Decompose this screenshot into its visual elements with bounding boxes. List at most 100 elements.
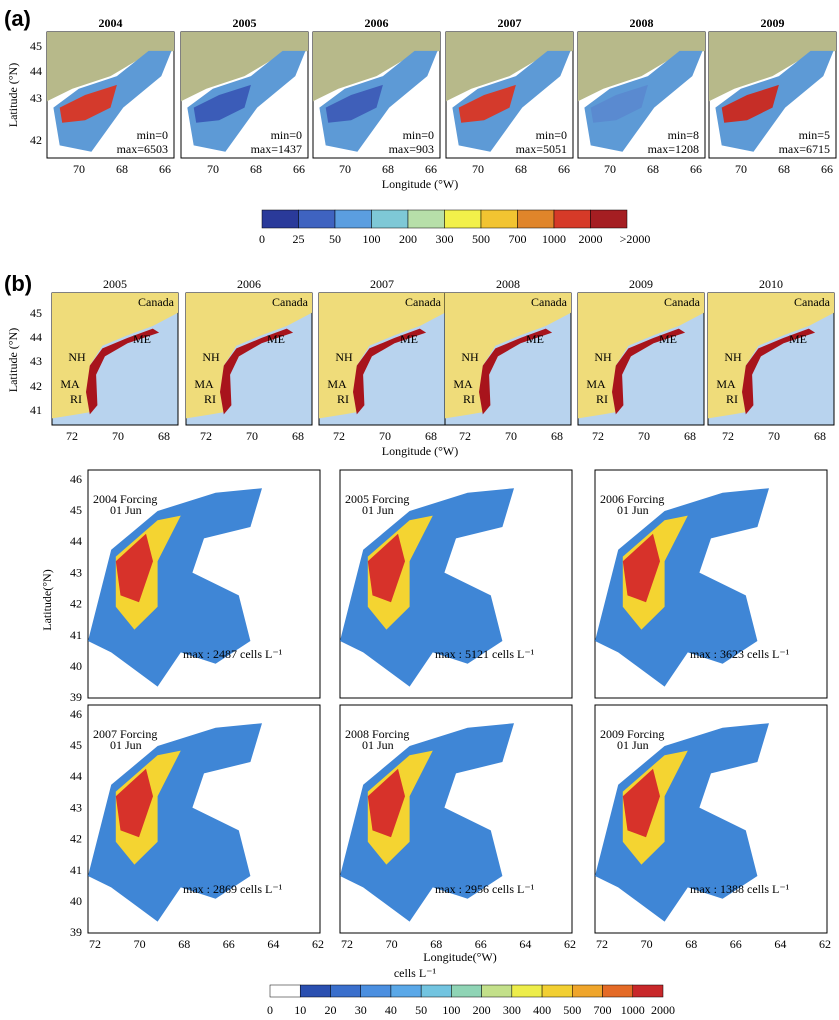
colorbar-cell bbox=[299, 210, 336, 228]
colorbar-label: 1000 bbox=[542, 232, 566, 246]
y-tick-label: 42 bbox=[30, 379, 42, 393]
region-label: MA bbox=[327, 377, 347, 391]
y-tick-label: 39 bbox=[70, 690, 82, 704]
colorbar-label: 50 bbox=[415, 1003, 427, 1017]
min-label: min=0 bbox=[271, 128, 302, 142]
x-tick-label: 66 bbox=[293, 162, 305, 176]
x-tick-label: 72 bbox=[66, 429, 78, 443]
colorbar-label: 0 bbox=[259, 232, 265, 246]
colorbar-label: 40 bbox=[385, 1003, 397, 1017]
x-tick-label: 68 bbox=[158, 429, 170, 443]
colorbar-cell bbox=[451, 985, 481, 997]
y-tick-label: 45 bbox=[70, 503, 82, 517]
x-tick-label: 68 bbox=[382, 162, 394, 176]
map-date: 01 Jun bbox=[362, 503, 394, 517]
y-axis-label: Latitude (°N) bbox=[6, 328, 20, 392]
year: 2004 bbox=[99, 16, 123, 30]
region-label: Canada bbox=[531, 295, 568, 309]
colorbar-cell bbox=[408, 210, 445, 228]
colorbar-label: 200 bbox=[473, 1003, 491, 1017]
x-tick-label: 72 bbox=[596, 937, 608, 951]
max-label: max : 1388 cells L⁻¹ bbox=[690, 882, 790, 896]
y-tick-label: 46 bbox=[70, 472, 82, 486]
colorbar-cell bbox=[445, 210, 482, 228]
year: 2008 bbox=[496, 277, 520, 291]
x-tick-label: 68 bbox=[178, 937, 190, 951]
x-tick-label: 70 bbox=[134, 937, 146, 951]
x-tick-label: 72 bbox=[333, 429, 345, 443]
region-label: RI bbox=[596, 392, 608, 406]
x-tick-label: 62 bbox=[819, 937, 831, 951]
region-label: ME bbox=[789, 332, 807, 346]
region-label: MA bbox=[586, 377, 606, 391]
year: 2005 bbox=[103, 277, 127, 291]
x-tick-label: 72 bbox=[459, 429, 471, 443]
y-tick-label: 43 bbox=[70, 800, 82, 814]
y-tick-label: 44 bbox=[70, 769, 82, 783]
panel-label: (b) bbox=[4, 271, 32, 296]
colorbar-cell bbox=[262, 210, 299, 228]
max-label: max : 5121 cells L⁻¹ bbox=[435, 647, 535, 661]
region-label: RI bbox=[337, 392, 349, 406]
x-tick-label: 70 bbox=[604, 162, 616, 176]
colorbar-cell bbox=[591, 210, 628, 228]
min-label: min=5 bbox=[799, 128, 830, 142]
region-label: ME bbox=[659, 332, 677, 346]
region-label: RI bbox=[726, 392, 738, 406]
colorbar-label: 50 bbox=[329, 232, 341, 246]
x-tick-label: 70 bbox=[505, 429, 517, 443]
region-label: ME bbox=[133, 332, 151, 346]
colorbar-cell bbox=[554, 210, 591, 228]
max-label: max=6715 bbox=[779, 142, 830, 156]
min-label: min=0 bbox=[137, 128, 168, 142]
colorbar-label: 100 bbox=[363, 232, 381, 246]
region-label: RI bbox=[463, 392, 475, 406]
x-tick-label: 68 bbox=[116, 162, 128, 176]
colorbar-cell bbox=[270, 985, 300, 997]
colorbar-cell bbox=[391, 985, 421, 997]
map-date: 01 Jun bbox=[617, 738, 649, 752]
x-tick-label: 70 bbox=[73, 162, 85, 176]
colorbar-cell bbox=[603, 985, 633, 997]
max-label: max=1208 bbox=[648, 142, 699, 156]
y-tick-label: 41 bbox=[30, 403, 42, 417]
region-label: MA bbox=[453, 377, 473, 391]
region-label: MA bbox=[194, 377, 214, 391]
colorbar-label: 500 bbox=[472, 232, 490, 246]
max-label: max : 2487 cells L⁻¹ bbox=[183, 647, 283, 661]
colorbar-label: 700 bbox=[509, 232, 527, 246]
y-tick-label: 39 bbox=[70, 925, 82, 939]
x-tick-label: 68 bbox=[814, 429, 826, 443]
y-tick-label: 44 bbox=[30, 330, 42, 344]
max-label: max=1437 bbox=[251, 142, 302, 156]
colorbar-title: cells L⁻¹ bbox=[394, 966, 437, 980]
region-label: ME bbox=[526, 332, 544, 346]
region-label: NH bbox=[68, 350, 86, 364]
colorbar-label: 10 bbox=[294, 1003, 306, 1017]
x-tick-label: 68 bbox=[425, 429, 437, 443]
year: 2009 bbox=[761, 16, 785, 30]
x-tick-label: 66 bbox=[821, 162, 833, 176]
year: 2007 bbox=[498, 16, 522, 30]
colorbar-label: 2000 bbox=[651, 1003, 675, 1017]
x-tick-label: 72 bbox=[200, 429, 212, 443]
colorbar-cell bbox=[372, 210, 409, 228]
x-tick-label: 70 bbox=[207, 162, 219, 176]
min-label: min=0 bbox=[403, 128, 434, 142]
min-label: min=8 bbox=[668, 128, 699, 142]
year: 2006 bbox=[365, 16, 389, 30]
colorbar-cell bbox=[421, 985, 451, 997]
colorbar-cell bbox=[330, 985, 360, 997]
colorbar-label: 300 bbox=[436, 232, 454, 246]
x-tick-label: 72 bbox=[341, 937, 353, 951]
y-tick-label: 40 bbox=[70, 894, 82, 908]
x-tick-label: 66 bbox=[558, 162, 570, 176]
max-label: max=903 bbox=[389, 142, 434, 156]
colorbar-cell bbox=[572, 985, 602, 997]
x-tick-label: 70 bbox=[472, 162, 484, 176]
x-tick-label: 68 bbox=[778, 162, 790, 176]
y-axis-label: Latitude(°N) bbox=[40, 569, 54, 630]
region-label: NH bbox=[202, 350, 220, 364]
x-tick-label: 62 bbox=[564, 937, 576, 951]
colorbar-label: 300 bbox=[503, 1003, 521, 1017]
